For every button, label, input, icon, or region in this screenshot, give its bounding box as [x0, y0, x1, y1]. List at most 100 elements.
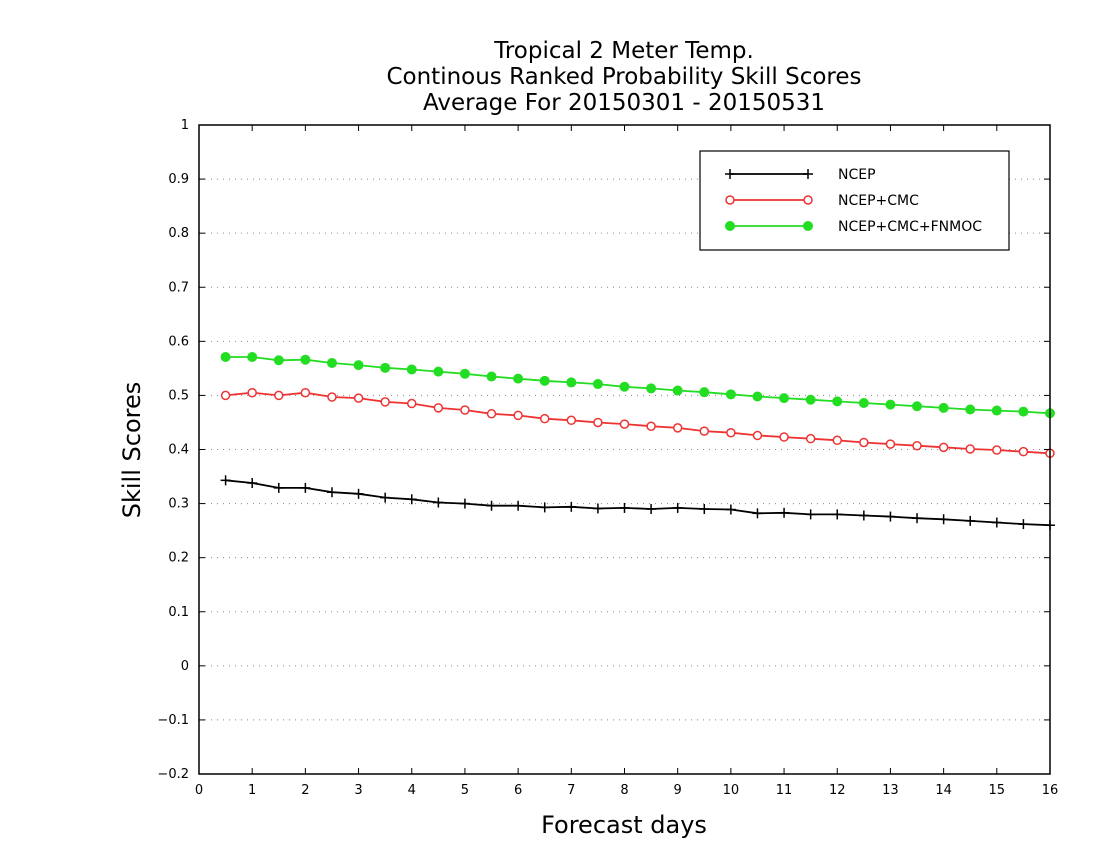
- data-point-open-circle: [803, 195, 813, 205]
- data-point-filled-circle: [912, 401, 923, 412]
- data-point-plus: [965, 515, 976, 526]
- data-point-filled-circle: [592, 379, 603, 390]
- series-ncep: [220, 475, 1055, 531]
- data-point-filled-circle: [459, 368, 470, 379]
- data-point-plus: [725, 504, 736, 515]
- data-point-open-circle: [859, 437, 869, 448]
- y-tick-label: 0.2: [168, 551, 189, 566]
- data-point-open-circle: [380, 397, 390, 407]
- data-point-filled-circle: [433, 366, 444, 377]
- data-point-filled-circle: [380, 362, 391, 373]
- data-point-filled-circle: [699, 387, 710, 398]
- data-point-filled-circle: [938, 402, 949, 413]
- data-point-open-circle: [725, 195, 735, 205]
- data-point-plus: [752, 508, 763, 519]
- x-tick-label: 6: [514, 783, 522, 798]
- data-point-filled-circle: [858, 397, 869, 408]
- legend-label: NCEP: [838, 167, 876, 183]
- x-tick-label: 13: [882, 783, 899, 798]
- x-tick-label: 9: [674, 783, 682, 798]
- data-point-plus: [938, 514, 949, 525]
- legend-item: NCEP: [725, 167, 876, 183]
- data-point-open-circle: [247, 387, 257, 398]
- data-point-plus: [672, 502, 683, 513]
- data-point-filled-circle: [725, 389, 736, 400]
- data-point-open-circle: [353, 393, 364, 403]
- x-tick-label: 4: [408, 783, 416, 798]
- data-point-open-circle: [300, 387, 311, 398]
- data-point-open-circle: [912, 440, 922, 451]
- data-point-plus: [832, 509, 843, 520]
- data-point-filled-circle: [247, 352, 258, 363]
- x-tick-label: 12: [829, 783, 846, 798]
- y-tick-label: 0.3: [168, 497, 189, 512]
- data-point-plus: [513, 500, 524, 511]
- data-point-open-circle: [407, 398, 417, 409]
- x-tick-label: 16: [1042, 783, 1059, 798]
- x-tick-label: 10: [723, 783, 740, 798]
- data-point-filled-circle: [725, 221, 735, 231]
- x-axis-label: Forecast days: [541, 811, 707, 839]
- data-point-plus: [273, 482, 284, 493]
- data-point-plus: [803, 169, 813, 179]
- y-tick-label: 0.1: [168, 605, 189, 620]
- x-tick-label: 8: [620, 783, 628, 798]
- data-point-plus: [326, 487, 337, 498]
- data-point-open-circle: [327, 392, 337, 402]
- data-point-open-circle: [646, 421, 656, 431]
- data-point-open-circle: [274, 390, 284, 401]
- data-point-plus: [486, 500, 497, 511]
- data-point-open-circle: [752, 430, 763, 441]
- data-point-open-circle: [885, 439, 896, 449]
- data-point-filled-circle: [539, 375, 550, 386]
- series-line: [225, 391, 1051, 455]
- data-point-plus: [300, 482, 311, 493]
- data-point-plus: [459, 498, 470, 509]
- data-point-filled-circle: [752, 391, 763, 402]
- y-tick-label: 0.6: [168, 334, 189, 349]
- data-point-plus: [885, 511, 896, 522]
- data-point-plus: [619, 502, 630, 513]
- data-point-open-circle: [992, 445, 1002, 455]
- y-tick-label: 0: [181, 659, 189, 674]
- data-point-plus: [858, 510, 869, 521]
- y-tick-label: −0.2: [157, 767, 189, 782]
- axis-ticks: −0.2−0.100.10.20.30.40.50.60.70.80.910 1 2…: [157, 118, 1058, 798]
- data-point-open-circle: [593, 417, 603, 428]
- y-tick-label: 0.4: [168, 443, 189, 458]
- data-point-filled-circle: [991, 405, 1002, 416]
- x-tick-label: 2: [301, 783, 309, 798]
- data-point-plus: [566, 501, 577, 512]
- data-point-open-circle: [805, 433, 816, 444]
- x-tick-label: 1: [248, 783, 256, 798]
- data-point-open-circle: [672, 423, 683, 433]
- data-point-open-circle: [938, 442, 949, 453]
- title-line-2: Continous Ranked Probability Skill Score…: [386, 64, 861, 90]
- data-point-plus: [991, 517, 1002, 528]
- data-point-plus: [380, 492, 391, 503]
- y-tick-label: 1: [181, 118, 189, 133]
- data-point-plus: [725, 169, 735, 179]
- data-point-plus: [912, 513, 923, 524]
- data-point-filled-circle: [803, 221, 813, 231]
- y-axis-label: Skill Scores: [118, 382, 146, 519]
- data-point-open-circle: [619, 419, 630, 429]
- data-point-open-circle: [965, 444, 975, 454]
- data-point-plus: [353, 488, 364, 499]
- data-point-filled-circle: [779, 393, 790, 404]
- y-tick-label: 0.7: [168, 280, 189, 295]
- data-point-plus: [1018, 519, 1029, 530]
- data-point-open-circle: [726, 427, 736, 438]
- data-point-plus: [247, 478, 258, 489]
- data-point-filled-circle: [885, 399, 896, 410]
- data-point-plus: [220, 475, 231, 486]
- legend: NCEP NCEP+CMC NCEP+CMC+FNMOC: [699, 150, 1010, 251]
- x-tick-label: 14: [935, 783, 952, 798]
- x-tick-label: 0: [195, 783, 203, 798]
- y-tick-label: −0.1: [157, 713, 189, 728]
- data-point-plus: [592, 503, 603, 514]
- data-point-filled-circle: [1018, 406, 1029, 417]
- x-tick-label: 3: [354, 783, 362, 798]
- title-line-1: Tropical 2 Meter Temp.: [493, 38, 754, 64]
- series-ncep-cmc-fnmoc: [220, 352, 1055, 419]
